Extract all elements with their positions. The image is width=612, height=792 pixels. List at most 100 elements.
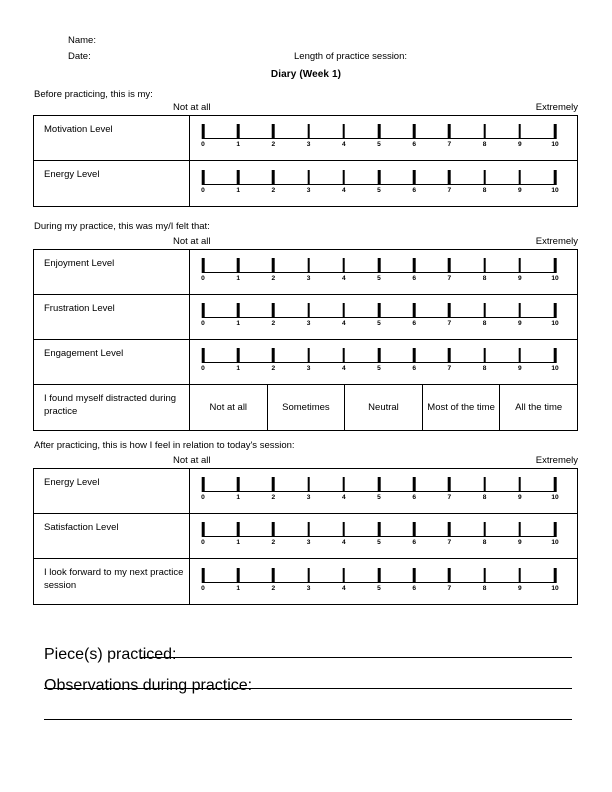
option-most-of-the-time[interactable]: Most of the time — [423, 385, 501, 430]
scale-tick[interactable] — [342, 170, 346, 185]
scale-tick[interactable] — [272, 477, 275, 492]
rating-scale-post-energy-level[interactable]: 0 1 2 3 4 5 6 7 8 9 10 — [190, 469, 577, 513]
scale-tick[interactable] — [553, 258, 557, 273]
scale-tick[interactable] — [236, 568, 240, 583]
rating-scale-motivation-level[interactable]: 0 1 2 3 4 5 6 7 8 9 10 — [190, 116, 577, 160]
scale-tick[interactable] — [483, 348, 486, 363]
scale-tick[interactable] — [377, 568, 381, 583]
scale-tick[interactable] — [342, 348, 346, 363]
scale-graphic[interactable]: 0 1 2 3 4 5 6 7 8 9 10 — [201, 258, 559, 286]
scale-tick[interactable] — [201, 348, 205, 363]
scale-tick[interactable] — [272, 568, 275, 583]
scale-tick[interactable] — [342, 124, 346, 139]
scale-tick[interactable] — [412, 124, 416, 139]
scale-tick[interactable] — [377, 170, 381, 185]
scale-tick[interactable] — [201, 258, 205, 273]
scale-tick[interactable] — [483, 477, 486, 492]
scale-tick[interactable] — [518, 348, 522, 363]
rating-scale-look-forward[interactable]: 0 1 2 3 4 5 6 7 8 9 10 — [190, 559, 577, 604]
scale-tick[interactable] — [236, 170, 240, 185]
scale-tick[interactable] — [201, 477, 205, 492]
scale-tick[interactable] — [307, 170, 310, 185]
scale-tick[interactable] — [448, 124, 451, 139]
scale-tick[interactable] — [201, 170, 205, 185]
scale-tick[interactable] — [236, 258, 240, 273]
scale-tick[interactable] — [307, 522, 310, 537]
scale-tick[interactable] — [518, 522, 522, 537]
scale-tick[interactable] — [272, 170, 275, 185]
scale-tick[interactable] — [236, 477, 240, 492]
scale-tick[interactable] — [272, 124, 275, 139]
scale-tick[interactable] — [518, 124, 522, 139]
scale-tick[interactable] — [553, 124, 557, 139]
scale-tick[interactable] — [377, 477, 381, 492]
observations-write-line-2[interactable] — [44, 719, 572, 720]
pieces-practiced-write-line-1[interactable] — [140, 657, 572, 658]
scale-tick[interactable] — [448, 568, 451, 583]
scale-tick[interactable] — [307, 477, 310, 492]
scale-tick[interactable] — [412, 258, 416, 273]
option-sometimes[interactable]: Sometimes — [268, 385, 346, 430]
scale-tick[interactable] — [307, 303, 310, 318]
scale-tick[interactable] — [448, 170, 451, 185]
scale-tick[interactable] — [518, 258, 522, 273]
scale-tick[interactable] — [272, 258, 275, 273]
scale-tick[interactable] — [201, 303, 205, 318]
option-neutral[interactable]: Neutral — [345, 385, 423, 430]
scale-tick[interactable] — [448, 303, 451, 318]
scale-tick[interactable] — [201, 124, 205, 139]
scale-tick[interactable] — [412, 170, 416, 185]
scale-tick[interactable] — [483, 258, 486, 273]
rating-scale-frustration-level[interactable]: 0 1 2 3 4 5 6 7 8 9 10 — [190, 295, 577, 339]
scale-tick[interactable] — [483, 568, 486, 583]
scale-tick[interactable] — [236, 124, 240, 139]
scale-tick[interactable] — [553, 303, 557, 318]
scale-tick[interactable] — [342, 568, 346, 583]
scale-tick[interactable] — [201, 568, 205, 583]
scale-tick[interactable] — [483, 303, 486, 318]
rating-scale-engagement-level[interactable]: 0 1 2 3 4 5 6 7 8 9 10 — [190, 340, 577, 384]
scale-tick[interactable] — [236, 522, 240, 537]
scale-tick[interactable] — [377, 522, 381, 537]
scale-tick[interactable] — [307, 348, 310, 363]
scale-tick[interactable] — [483, 170, 486, 185]
option-all-the-time[interactable]: All the time — [515, 402, 563, 413]
scale-tick[interactable] — [272, 522, 275, 537]
scale-tick[interactable] — [342, 477, 346, 492]
scale-tick[interactable] — [448, 258, 451, 273]
scale-tick[interactable] — [483, 124, 486, 139]
scale-tick[interactable] — [307, 258, 310, 273]
scale-tick[interactable] — [236, 348, 240, 363]
scale-tick[interactable] — [448, 477, 451, 492]
rating-scale-energy-level[interactable]: 0 1 2 3 4 5 6 7 8 9 10 — [190, 161, 577, 206]
scale-graphic[interactable]: 0 1 2 3 4 5 6 7 8 9 10 — [201, 568, 559, 596]
scale-tick[interactable] — [412, 303, 416, 318]
scale-graphic[interactable]: 0 1 2 3 4 5 6 7 8 9 10 — [201, 348, 559, 376]
scale-graphic[interactable]: 0 1 2 3 4 5 6 7 8 9 10 — [201, 522, 559, 550]
scale-tick[interactable] — [201, 522, 205, 537]
scale-tick[interactable] — [518, 568, 522, 583]
option-not-at-all[interactable]: Not at all — [190, 385, 268, 430]
scale-tick[interactable] — [412, 348, 416, 363]
scale-tick[interactable] — [307, 124, 310, 139]
scale-tick[interactable] — [272, 303, 275, 318]
scale-tick[interactable] — [342, 258, 346, 273]
scale-tick[interactable] — [412, 522, 416, 537]
scale-graphic[interactable]: 0 1 2 3 4 5 6 7 8 9 10 — [201, 303, 559, 331]
scale-tick[interactable] — [553, 477, 557, 492]
scale-tick[interactable] — [377, 258, 381, 273]
scale-tick[interactable] — [553, 170, 557, 185]
scale-graphic[interactable]: 0 1 2 3 4 5 6 7 8 9 10 — [201, 170, 559, 198]
scale-tick[interactable] — [307, 568, 310, 583]
scale-tick[interactable] — [448, 522, 451, 537]
scale-tick[interactable] — [553, 522, 557, 537]
scale-tick[interactable] — [272, 348, 275, 363]
scale-tick[interactable] — [412, 568, 416, 583]
scale-tick[interactable] — [518, 477, 522, 492]
scale-tick[interactable] — [518, 303, 522, 318]
scale-graphic[interactable]: 0 1 2 3 4 5 6 7 8 9 10 — [201, 477, 559, 505]
scale-tick[interactable] — [483, 522, 486, 537]
scale-tick[interactable] — [412, 477, 416, 492]
scale-tick[interactable] — [518, 170, 522, 185]
scale-tick[interactable] — [448, 348, 451, 363]
